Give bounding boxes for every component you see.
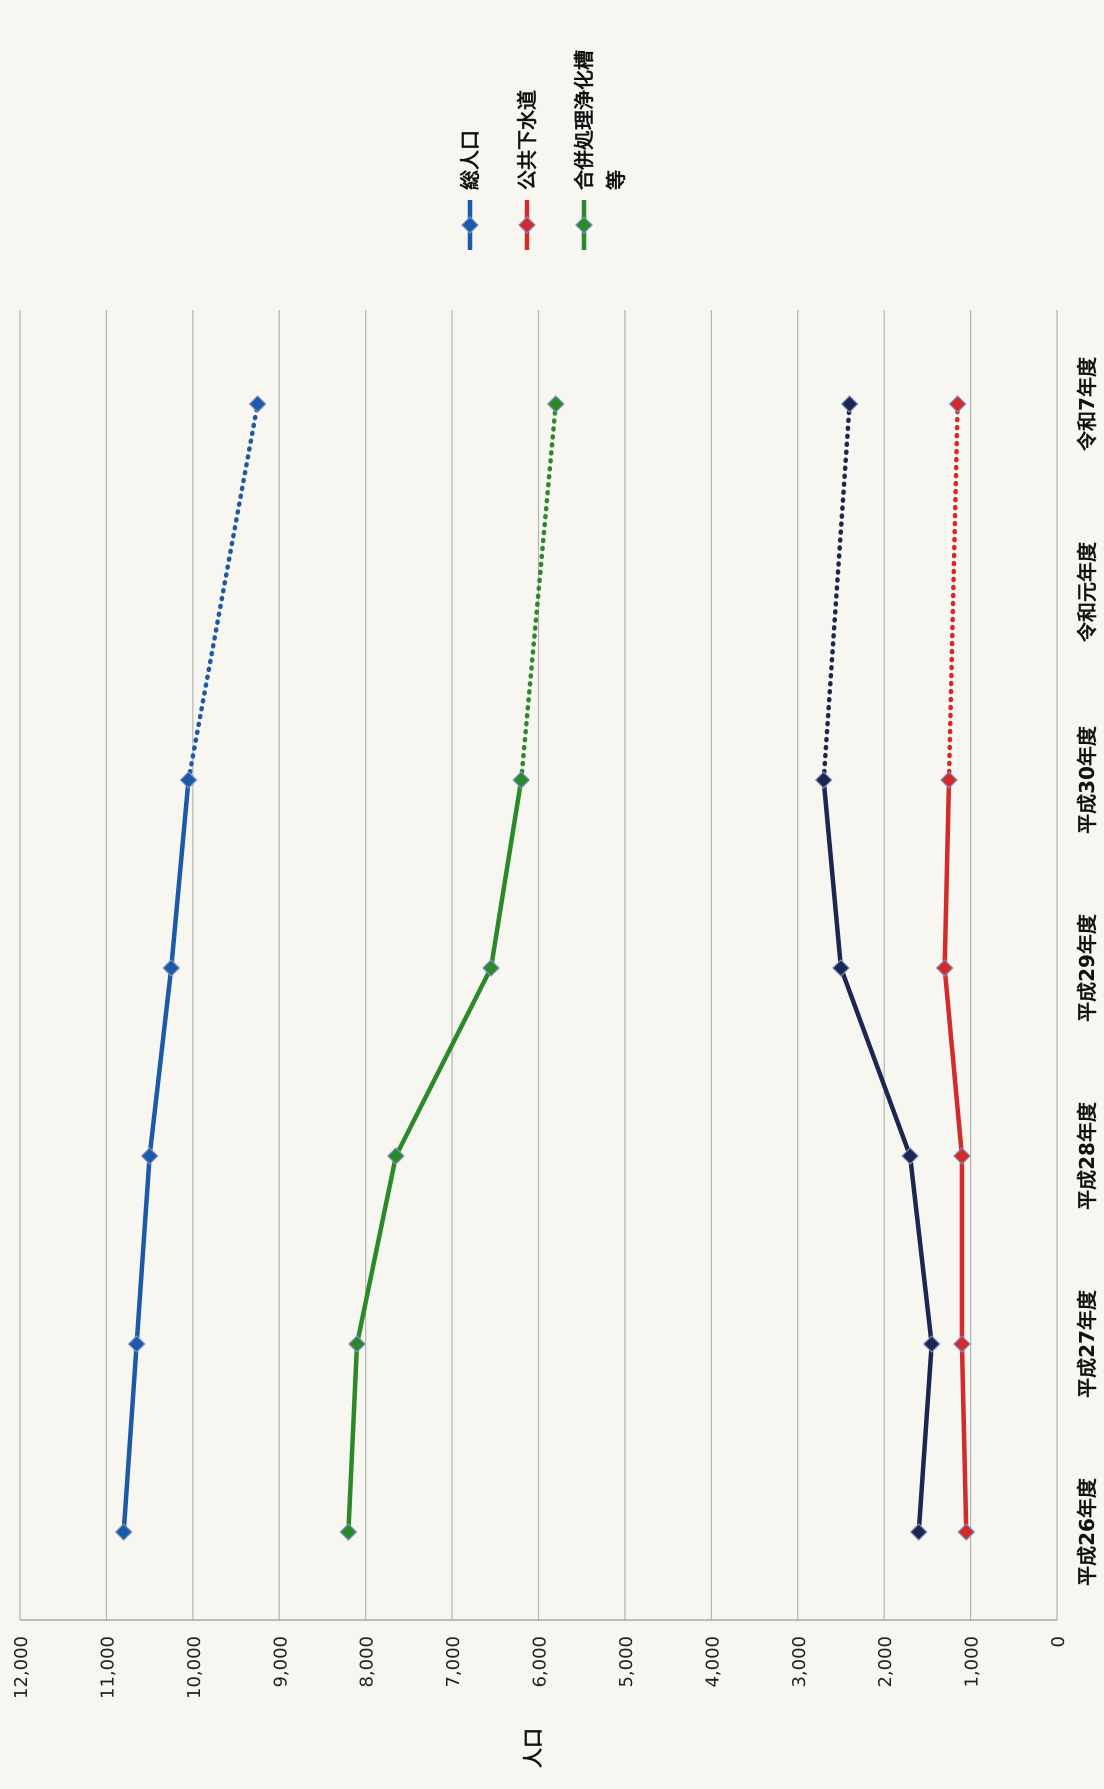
data-point <box>114 1523 133 1541</box>
category-label: 平成28年度 <box>1075 1101 1099 1210</box>
series-projection-line <box>518 401 559 783</box>
category-label: 令和元年度 <box>1075 541 1099 642</box>
series-lines <box>114 395 976 1541</box>
y-tick-label: 1,000 <box>962 1636 983 1688</box>
y-tick-label: 9,000 <box>270 1636 291 1688</box>
series-line <box>346 779 524 1533</box>
legend-swatch-marker <box>518 216 536 234</box>
legend-label: 総人口 <box>458 130 482 190</box>
y-tick-label: 2,000 <box>875 1636 896 1688</box>
data-point <box>832 959 850 977</box>
data-point <box>948 395 967 413</box>
data-point <box>512 771 531 789</box>
y-axis-label: 人口 <box>521 1728 545 1768</box>
y-tick-label: 0 <box>1048 1636 1069 1647</box>
data-point <box>953 1335 971 1353</box>
data-point <box>957 1523 976 1541</box>
legend-entry: 公共下水道 <box>515 90 539 250</box>
data-point <box>248 395 267 413</box>
legend-label: 公共下水道 <box>515 90 539 190</box>
y-tick-label: 7,000 <box>443 1636 464 1688</box>
data-point <box>901 1147 919 1165</box>
legend-entry: 合併処理浄化槽等 <box>572 50 628 250</box>
category-label: 平成29年度 <box>1075 913 1099 1022</box>
y-tick-label: 4,000 <box>702 1636 723 1688</box>
legend-entry: 総人口 <box>458 130 482 250</box>
legend: 総人口 公共下水道 合併処理浄化槽等 <box>458 50 628 250</box>
data-point <box>909 1523 928 1541</box>
y-tick-label: 6,000 <box>530 1636 551 1688</box>
category-label: 平成27年度 <box>1075 1289 1099 1398</box>
data-point <box>140 1147 159 1165</box>
data-point <box>179 771 198 789</box>
data-point <box>953 1147 971 1165</box>
data-point <box>162 959 181 977</box>
series-group <box>814 395 941 1541</box>
data-point <box>339 1523 358 1541</box>
data-point <box>840 395 859 413</box>
category-label: 平成26年度 <box>1075 1477 1099 1586</box>
y-tick-label: 3,000 <box>789 1636 810 1688</box>
data-point <box>935 959 954 977</box>
y-tick-label: 5,000 <box>616 1636 637 1688</box>
data-point <box>814 771 833 789</box>
series-group <box>935 395 976 1541</box>
series-group <box>114 395 267 1541</box>
data-point <box>348 1335 366 1353</box>
data-point <box>127 1335 146 1353</box>
series-projection-line <box>946 401 960 783</box>
gridlines <box>19 310 1058 1621</box>
legend-label: 合併処理浄化槽等 <box>572 50 628 190</box>
y-tick-label: 10,000 <box>184 1636 205 1699</box>
data-point <box>482 959 500 977</box>
y-axis-ticks: 0 1,000 2,000 3,000 4,000 5,000 6,000 7,000 8,00… <box>11 1636 1069 1699</box>
category-label: 令和7年度 <box>1075 356 1099 451</box>
category-label: 平成30年度 <box>1075 725 1099 834</box>
legend-swatch-marker <box>461 216 479 234</box>
series-group <box>339 395 565 1541</box>
data-point <box>922 1335 941 1353</box>
y-tick-label: 12,000 <box>11 1636 32 1699</box>
data-point <box>546 395 565 413</box>
series-projection-line <box>821 401 852 783</box>
y-tick-label: 11,000 <box>97 1636 118 1699</box>
data-point <box>387 1147 405 1165</box>
series-projection-line <box>186 401 260 783</box>
data-point <box>940 771 958 789</box>
y-tick-label: 8,000 <box>357 1636 378 1688</box>
legend-swatch-marker <box>575 216 593 234</box>
